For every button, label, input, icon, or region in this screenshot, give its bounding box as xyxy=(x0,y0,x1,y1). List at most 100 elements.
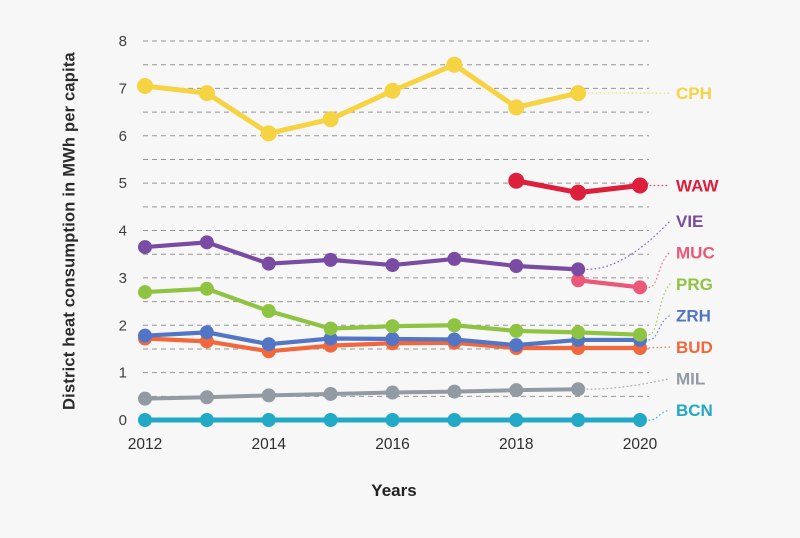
y-tick-label: 7 xyxy=(119,80,127,97)
data-point-BCN xyxy=(633,413,647,427)
data-point-PRG xyxy=(571,325,586,340)
data-point-BCN xyxy=(447,413,462,427)
data-point-MIL xyxy=(447,384,462,399)
series-MIL xyxy=(138,382,586,406)
data-point-BCN xyxy=(199,413,214,427)
legend-label-CPH: CPH xyxy=(676,84,712,103)
legend-label-BCN: BCN xyxy=(676,401,713,420)
data-point-MIL xyxy=(571,382,586,397)
series-lines xyxy=(137,56,648,427)
legend-label-MUC: MUC xyxy=(676,244,715,263)
data-point-MIL xyxy=(138,391,152,406)
series-line-VIE xyxy=(142,240,581,272)
data-point-VIE xyxy=(571,262,586,277)
data-point-MIL xyxy=(509,383,524,398)
data-point-WAW xyxy=(570,184,587,201)
leader-line-BCN xyxy=(648,409,671,421)
legend-label-WAW: WAW xyxy=(676,176,719,195)
data-point-PRG xyxy=(323,321,338,336)
leader-line-PRG xyxy=(648,283,671,336)
series-PRG xyxy=(138,281,647,342)
data-point-CPH xyxy=(137,78,153,95)
series-line-MIL xyxy=(143,387,581,401)
leader-line-ZRH xyxy=(648,314,671,341)
data-point-BCN xyxy=(323,413,338,427)
x-axis-title: Years xyxy=(371,481,417,500)
data-point-PRG xyxy=(261,304,276,319)
data-point-BCN xyxy=(261,413,276,427)
x-tick-label: 2020 xyxy=(623,436,658,453)
leader-line-BUD xyxy=(648,346,671,349)
x-tick-label: 2014 xyxy=(252,436,287,453)
legend-label-BUD: BUD xyxy=(676,338,713,357)
y-tick-label: 5 xyxy=(119,175,127,192)
gridlines xyxy=(143,40,649,397)
leader-line-MIL xyxy=(586,377,671,390)
data-point-PRG xyxy=(509,323,524,338)
data-point-MIL xyxy=(261,388,276,403)
series-VIE xyxy=(138,235,586,277)
data-point-CPH xyxy=(446,56,463,73)
data-point-VIE xyxy=(323,252,338,267)
data-point-CPH xyxy=(260,125,277,142)
data-point-ZRH xyxy=(261,337,276,352)
data-point-BCN xyxy=(571,413,586,427)
series-BCN xyxy=(138,413,647,427)
legend-label-ZRH: ZRH xyxy=(676,307,711,326)
y-tick-label: 0 xyxy=(119,412,127,429)
y-tick-label: 2 xyxy=(119,317,127,334)
data-point-VIE xyxy=(509,259,524,274)
y-tick-label: 3 xyxy=(119,270,127,287)
leader-lines xyxy=(586,92,671,421)
data-point-PRG xyxy=(385,319,400,334)
data-point-PRG xyxy=(138,285,152,300)
data-point-CPH xyxy=(198,85,215,102)
data-point-VIE xyxy=(138,240,152,255)
series-WAW xyxy=(508,172,648,201)
legend-label-MIL: MIL xyxy=(676,370,705,389)
data-point-VIE xyxy=(261,256,276,271)
data-point-ZRH xyxy=(447,332,462,347)
legend-label-VIE: VIE xyxy=(676,212,703,231)
data-point-VIE xyxy=(385,258,400,273)
leader-line-MUC xyxy=(648,251,671,288)
leader-line-VIE xyxy=(586,220,671,270)
data-point-CPH xyxy=(570,85,587,102)
y-tick-label: 8 xyxy=(119,33,127,50)
data-point-CPH xyxy=(508,99,525,116)
data-point-VIE xyxy=(199,235,214,250)
series-line-MUC xyxy=(576,278,643,290)
x-tick-label: 2018 xyxy=(499,436,533,453)
data-point-ZRH xyxy=(509,338,524,353)
data-point-WAW xyxy=(632,177,648,194)
y-tick-label: 1 xyxy=(119,365,127,382)
data-point-ZRH xyxy=(323,331,338,346)
data-point-MIL xyxy=(385,385,400,400)
series-MUC xyxy=(571,273,647,295)
x-tick-label: 2012 xyxy=(128,436,162,453)
data-point-MUC xyxy=(571,273,586,288)
data-point-MUC xyxy=(633,280,647,295)
data-point-ZRH xyxy=(385,331,400,346)
data-point-WAW xyxy=(508,172,525,189)
data-point-BCN xyxy=(509,413,524,427)
series-line-CPH xyxy=(142,62,581,136)
data-point-PRG xyxy=(199,281,214,296)
y-tick-label: 4 xyxy=(119,223,127,240)
data-point-CPH xyxy=(384,82,401,99)
series-CPH xyxy=(137,56,587,142)
data-point-CPH xyxy=(322,111,339,128)
data-point-BCN xyxy=(138,413,152,427)
data-point-MIL xyxy=(323,386,338,401)
x-tick-label: 2016 xyxy=(375,436,409,453)
data-point-MIL xyxy=(199,390,214,405)
y-tick-label: 6 xyxy=(119,128,127,145)
data-point-ZRH xyxy=(138,328,152,343)
y-axis-title: District heat consumption in MWh per cap… xyxy=(60,52,79,410)
data-point-PRG xyxy=(633,327,647,342)
data-point-VIE xyxy=(447,251,462,266)
data-point-ZRH xyxy=(199,325,214,340)
legend-label-PRG: PRG xyxy=(676,275,713,294)
